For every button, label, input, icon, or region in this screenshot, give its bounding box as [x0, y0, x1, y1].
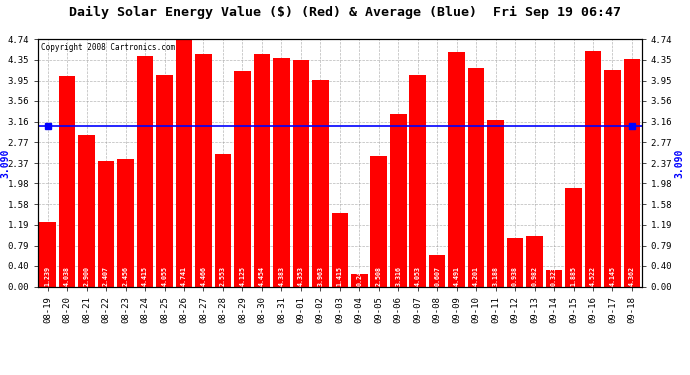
- Bar: [604, 70, 621, 287]
- Bar: [312, 80, 328, 287]
- Bar: [273, 58, 290, 287]
- Bar: [390, 114, 406, 287]
- Text: 1.239: 1.239: [45, 266, 50, 286]
- Bar: [117, 159, 134, 287]
- Text: 1.885: 1.885: [571, 266, 577, 286]
- Bar: [546, 270, 562, 287]
- Bar: [507, 238, 524, 287]
- Text: 0.982: 0.982: [531, 266, 538, 286]
- Bar: [487, 120, 504, 287]
- Text: 4.454: 4.454: [259, 266, 265, 286]
- Text: 0.607: 0.607: [434, 266, 440, 286]
- Bar: [79, 135, 95, 287]
- Text: Daily Solar Energy Value ($) (Red) & Average (Blue)  Fri Sep 19 06:47: Daily Solar Energy Value ($) (Red) & Ave…: [69, 6, 621, 19]
- Text: 4.145: 4.145: [609, 266, 615, 286]
- Bar: [429, 255, 446, 287]
- Bar: [332, 213, 348, 287]
- Text: 4.491: 4.491: [454, 266, 460, 286]
- Bar: [176, 39, 193, 287]
- Bar: [371, 156, 387, 287]
- Text: 1.415: 1.415: [337, 266, 343, 286]
- Bar: [351, 274, 368, 287]
- Text: 3.316: 3.316: [395, 266, 402, 286]
- Text: 4.362: 4.362: [629, 266, 635, 286]
- Bar: [624, 59, 640, 287]
- Bar: [59, 76, 75, 287]
- Bar: [565, 189, 582, 287]
- Text: 3.090: 3.090: [675, 148, 684, 178]
- Text: 2.900: 2.900: [83, 266, 90, 286]
- Text: 4.353: 4.353: [298, 266, 304, 286]
- Text: 4.125: 4.125: [239, 266, 246, 286]
- Bar: [526, 236, 543, 287]
- Text: 4.415: 4.415: [142, 266, 148, 286]
- Bar: [468, 68, 484, 287]
- Text: 2.553: 2.553: [220, 266, 226, 286]
- Bar: [254, 54, 270, 287]
- Text: 3.963: 3.963: [317, 266, 324, 286]
- Text: 4.466: 4.466: [201, 266, 206, 286]
- Bar: [39, 222, 56, 287]
- Bar: [409, 75, 426, 287]
- Text: 4.522: 4.522: [590, 266, 596, 286]
- Text: 0.323: 0.323: [551, 266, 557, 286]
- Bar: [98, 161, 115, 287]
- Text: 2.456: 2.456: [123, 266, 128, 286]
- Text: 4.053: 4.053: [415, 266, 421, 286]
- Bar: [448, 53, 465, 287]
- Bar: [195, 54, 212, 287]
- Text: 4.038: 4.038: [64, 266, 70, 286]
- Text: 4.383: 4.383: [278, 266, 284, 286]
- Text: 2.407: 2.407: [103, 266, 109, 286]
- Text: Copyright 2008 Cartronics.com: Copyright 2008 Cartronics.com: [41, 43, 175, 52]
- Text: 3.188: 3.188: [493, 266, 499, 286]
- Text: 0.248: 0.248: [356, 266, 362, 286]
- Bar: [584, 51, 601, 287]
- Text: 4.741: 4.741: [181, 266, 187, 286]
- Bar: [234, 72, 250, 287]
- Text: 0.938: 0.938: [512, 266, 518, 286]
- Bar: [293, 60, 309, 287]
- Text: 3.090: 3.090: [1, 148, 10, 178]
- Text: 4.055: 4.055: [161, 266, 168, 286]
- Bar: [215, 154, 231, 287]
- Text: 4.201: 4.201: [473, 266, 479, 286]
- Text: 2.508: 2.508: [376, 266, 382, 286]
- Bar: [156, 75, 172, 287]
- Bar: [137, 56, 153, 287]
